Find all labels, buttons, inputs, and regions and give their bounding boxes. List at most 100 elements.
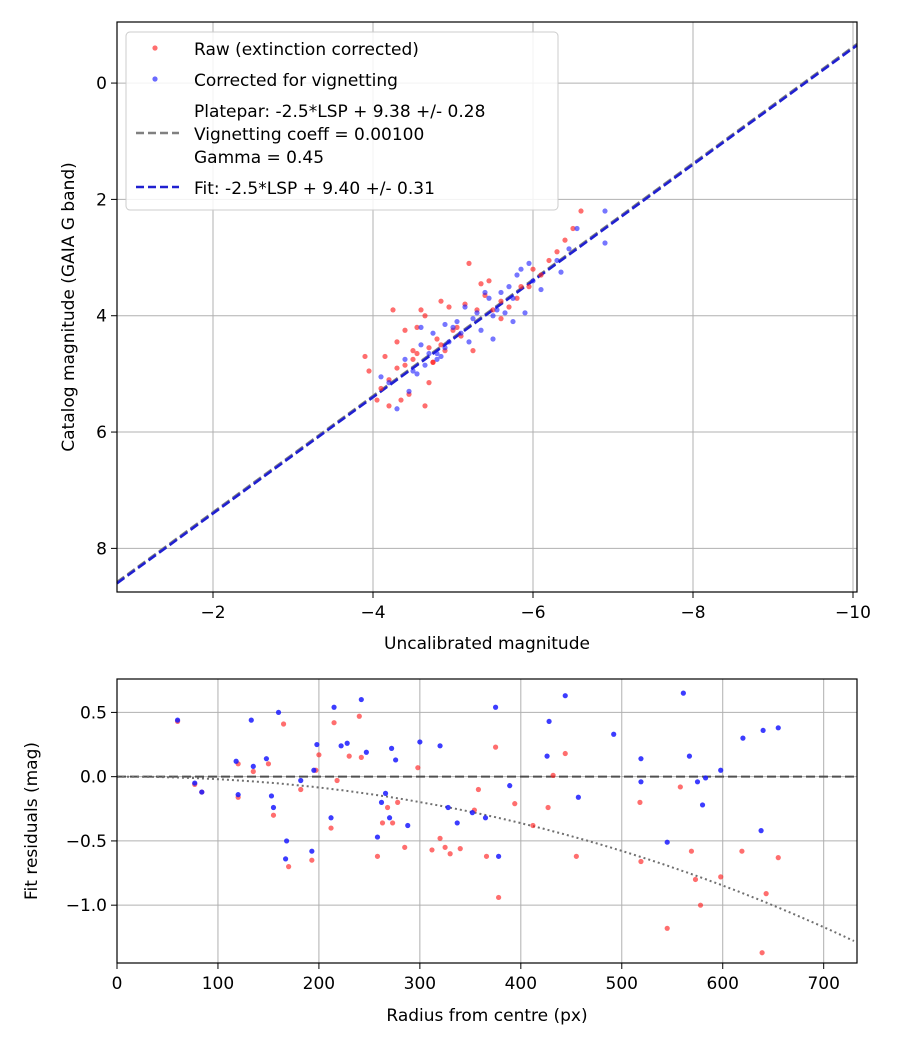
bottom-point-raw (334, 777, 340, 784)
top-point-raw (466, 260, 472, 266)
top-point-raw (506, 304, 512, 310)
top-point-corrected (434, 350, 440, 357)
top-point-corrected (518, 266, 524, 272)
bottom-xtick-label: 300 (404, 974, 436, 994)
top-point-raw (422, 313, 428, 319)
top-point-corrected (386, 380, 392, 386)
bottom-point-corrected (344, 740, 350, 746)
top-point-raw (518, 284, 524, 290)
bottom-point-corrected (378, 799, 385, 805)
bottom-point-raw (331, 720, 337, 726)
top-point-raw (454, 324, 460, 330)
top-point-raw (414, 350, 420, 357)
top-point-corrected (522, 310, 528, 316)
top-point-corrected (442, 345, 448, 351)
top-point-raw (366, 368, 372, 374)
top-point-corrected (394, 406, 400, 412)
bottom-point-raw (775, 855, 781, 861)
bottom-scatter-points (174, 690, 781, 956)
legend-label-fit: Fit: -2.5*LSP + 9.40 +/- 0.31 (194, 179, 435, 199)
bottom-xtick-label: 100 (202, 974, 234, 994)
top-point-raw (362, 353, 368, 360)
bottom-point-corrected (445, 804, 451, 811)
top-point-raw (422, 403, 428, 409)
bottom-point-corrected (562, 693, 568, 699)
top-point-corrected (558, 269, 564, 275)
top-point-corrected (490, 336, 496, 342)
bottom-ytick-label: −1.0 (66, 896, 107, 916)
bottom-point-raw (316, 752, 322, 758)
bottom-point-raw (475, 786, 482, 793)
top-point-corrected (442, 321, 448, 328)
top-point-corrected (494, 307, 500, 313)
top-point-corrected (554, 257, 560, 264)
bottom-point-corrected (454, 820, 460, 826)
bottom-point-raw (692, 876, 699, 883)
top-xtick-label: −6 (520, 603, 545, 623)
top-point-corrected (414, 371, 420, 377)
legend-label-corrected: Corrected for vignetting (194, 71, 398, 91)
legend-label-platepar-line2: Vignetting coeff = 0.00100 (194, 125, 424, 145)
top-point-raw (390, 307, 396, 313)
top-point-raw (470, 348, 476, 354)
bottom-point-corrected (192, 780, 198, 786)
bottom-point-raw (286, 864, 292, 870)
bottom-xtick-label: 500 (606, 974, 638, 994)
bottom-point-raw (280, 721, 287, 727)
top-point-corrected (410, 368, 416, 374)
top-point-corrected (566, 246, 572, 252)
top-xtick-label: −8 (680, 603, 705, 623)
bottom-point-raw (437, 835, 443, 841)
top-point-raw (378, 385, 384, 392)
top-point-corrected (434, 356, 440, 362)
bottom-point-corrected (507, 783, 513, 789)
top-point-corrected (574, 225, 580, 232)
top-point-corrected (474, 310, 480, 316)
bottom-point-raw (545, 804, 551, 811)
top-scatter-points (362, 208, 608, 412)
top-point-corrected (406, 388, 412, 394)
bottom-point-raw (718, 874, 724, 880)
bottom-point-corrected (363, 749, 369, 755)
bottom-xtick-label: 0 (112, 974, 123, 994)
bottom-point-raw (550, 772, 556, 778)
top-point-raw (386, 403, 392, 409)
top-point-raw (498, 298, 504, 304)
bottom-point-corrected (386, 815, 393, 821)
bottom-point-corrected (702, 775, 709, 781)
bottom-point-corrected (393, 757, 399, 763)
bottom-point-corrected (686, 753, 693, 759)
bottom-point-corrected (694, 779, 701, 785)
top-point-corrected (502, 310, 508, 316)
bottom-xtick-label: 400 (505, 974, 537, 994)
bottom-point-corrected (248, 717, 254, 723)
bottom-point-corrected (417, 739, 423, 745)
bottom-point-corrected (740, 735, 746, 741)
bottom-point-corrected (760, 727, 766, 734)
bottom-point-corrected (388, 745, 395, 751)
top-point-raw (394, 365, 400, 371)
bottom-point-raw (573, 853, 579, 859)
bottom-point-corrected (311, 767, 317, 773)
bottom-point-corrected (546, 718, 552, 725)
top-point-corrected (438, 353, 444, 360)
bottom-axes-frame (116, 678, 858, 964)
top-point-raw (438, 342, 444, 348)
top-fit-line (116, 44, 858, 585)
bottom-point-raw (664, 925, 670, 931)
top-point-corrected (426, 350, 432, 357)
top-point-corrected (490, 313, 496, 319)
top-point-corrected (422, 362, 428, 368)
bottom-point-raw (358, 754, 364, 760)
bottom-point-raw (759, 950, 765, 956)
bottom-point-raw (379, 820, 386, 826)
legend-label-raw: Raw (extinction corrected) (194, 40, 419, 60)
bottom-point-raw (763, 891, 769, 897)
top-point-raw (438, 298, 444, 304)
bottom-point-raw (512, 801, 518, 807)
top-ticks: −2 −4 −6 −8 −10 0 2 4 6 8 (96, 74, 871, 623)
bottom-point-corrected (298, 777, 304, 784)
top-point-corrected (454, 318, 460, 325)
top-point-corrected (526, 260, 532, 266)
bottom-point-raw (492, 744, 499, 750)
